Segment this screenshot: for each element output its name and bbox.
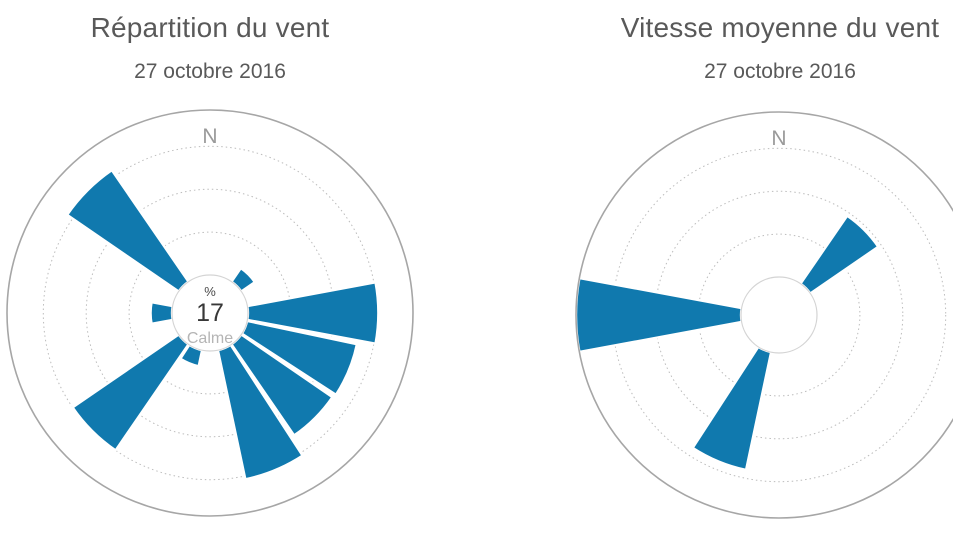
grid-ring: [654, 190, 904, 440]
outer-rim-circle: [575, 111, 953, 519]
wind-rose-plot-vitesse: N: [574, 111, 953, 519]
wind-rose-geometry: [6, 109, 414, 517]
calm-center-circle: [740, 276, 818, 354]
chart-subtitle: 27 octobre 2016: [134, 60, 286, 83]
wind-rose-sector-w[interactable]: [149, 300, 174, 326]
chart-title: Vitesse moyenne du vent: [620, 12, 940, 43]
wind-rose-sector-ssw[interactable]: [691, 345, 773, 472]
grid-ring: [697, 233, 861, 397]
wind-rose-sector-w[interactable]: [574, 276, 743, 354]
calm-center-circle: [171, 274, 249, 352]
north-label: N: [771, 127, 786, 150]
chart-subtitle: 27 octobre 2016: [704, 60, 856, 83]
calm-unit-label: %: [204, 284, 216, 299]
wind-rose-sector-sw[interactable]: [71, 333, 190, 452]
calm-caption-label: Calme: [187, 330, 233, 347]
wind-rose-sector-nw[interactable]: [65, 168, 190, 293]
north-label: N: [202, 125, 217, 148]
outer-rim-circle: [6, 109, 414, 517]
wind-rose-geometry: [574, 111, 953, 519]
chart-title: Répartition du vent: [90, 12, 330, 43]
calm-value-label: 17: [196, 299, 224, 327]
wind-rose-plot-repartition: N % 17 Calme: [6, 109, 414, 517]
